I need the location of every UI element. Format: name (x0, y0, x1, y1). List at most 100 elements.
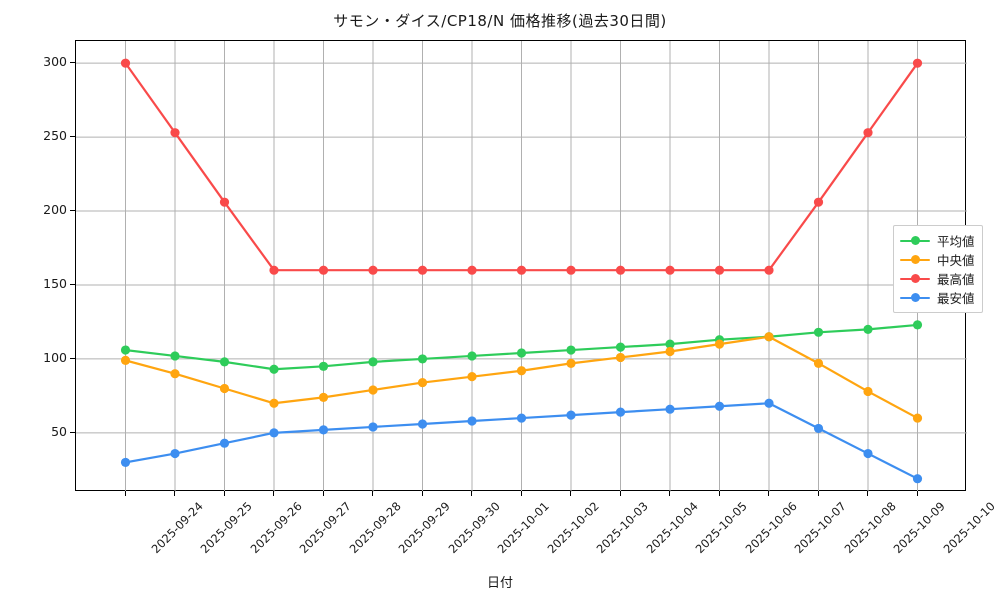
data-point-marker (813, 197, 824, 207)
data-point-marker (912, 320, 923, 330)
data-point-marker (269, 265, 279, 275)
legend-label: 最安値 (937, 291, 975, 306)
y-axis-tick-label: 150 (43, 275, 67, 291)
data-point-marker (764, 398, 774, 408)
x-axis-tick-mark (421, 491, 423, 496)
data-point-marker (863, 386, 873, 397)
data-point-marker (318, 425, 329, 435)
x-axis-tick-label: 2025-09-29 (395, 499, 453, 557)
x-axis-tick-label: 2025-09-28 (346, 499, 404, 557)
x-axis-tick-label: 2025-10-03 (593, 499, 651, 557)
x-axis-label: 日付 (486, 576, 513, 591)
x-axis-tick-label: 2025-10-05 (692, 499, 750, 557)
data-point-marker (863, 128, 873, 138)
data-point-marker (219, 383, 230, 394)
series-line-0 (124, 323, 919, 371)
data-point-marker (863, 448, 873, 459)
legend-swatch-icon (900, 254, 930, 266)
x-axis-tick-label: 2025-10-09 (890, 499, 948, 557)
data-point-marker (912, 413, 923, 423)
legend-item-3[interactable]: 最安値 (900, 288, 975, 307)
data-point-marker (219, 357, 230, 367)
y-axis-tick-mark (70, 357, 75, 359)
data-point-marker (170, 448, 180, 459)
data-point-marker (665, 346, 675, 357)
legend-item-0[interactable]: 平均値 (900, 231, 975, 250)
y-axis-tick-label: 250 (43, 128, 67, 144)
x-axis-tick-label: 2025-09-25 (197, 499, 255, 557)
y-axis-tick-label: 300 (43, 54, 67, 70)
data-point-marker (912, 474, 923, 484)
x-axis-tick-label: 2025-10-08 (841, 499, 899, 557)
data-point-marker (417, 354, 428, 364)
data-point-marker (566, 358, 576, 368)
data-point-marker (912, 58, 923, 68)
data-point-marker (566, 410, 576, 420)
x-axis-tick-mark (273, 491, 275, 496)
x-axis-tick-mark (669, 491, 671, 496)
data-point-marker (120, 58, 131, 68)
data-point-marker (615, 407, 626, 417)
legend-swatch-icon (900, 273, 930, 285)
x-axis-tick-label: 2025-10-01 (494, 499, 552, 557)
data-point-marker (714, 265, 725, 275)
x-axis-tick-mark (124, 491, 126, 496)
data-point-marker (467, 265, 477, 275)
data-series-layer (120, 58, 923, 484)
legend-item-2[interactable]: 最高値 (900, 269, 975, 288)
data-point-marker (368, 265, 378, 275)
data-point-marker (269, 428, 279, 438)
data-point-marker (615, 352, 626, 363)
data-point-marker (417, 377, 428, 388)
y-axis-tick-label: 50 (51, 423, 67, 439)
data-point-marker (417, 419, 428, 429)
data-point-marker (170, 369, 180, 379)
data-point-marker (467, 416, 477, 426)
x-axis-tick-mark (174, 491, 176, 496)
legend-swatch-icon (900, 235, 930, 247)
data-point-marker (615, 265, 626, 275)
data-point-marker (219, 438, 230, 448)
y-axis-tick-mark (70, 431, 75, 433)
plot-area (75, 40, 967, 492)
x-axis-tick-mark (520, 491, 522, 496)
data-point-marker (368, 385, 378, 395)
y-axis-tick-label: 200 (43, 202, 67, 218)
data-point-marker (665, 265, 675, 275)
data-point-marker (467, 351, 477, 361)
data-point-marker (516, 265, 527, 275)
x-axis-tick-label: 2025-09-27 (296, 499, 354, 557)
series-line-2 (124, 62, 919, 272)
data-point-marker (368, 357, 378, 367)
data-point-marker (318, 265, 329, 275)
data-point-marker (813, 423, 824, 434)
y-axis-tick-mark (70, 283, 75, 286)
chart-legend: 平均値 中央値最高値最安値 (893, 225, 983, 313)
data-point-marker (120, 355, 131, 365)
data-point-marker (417, 265, 428, 275)
legend-swatch-icon (900, 292, 930, 304)
data-point-marker (813, 327, 824, 337)
y-axis-tick-mark (70, 210, 75, 212)
data-point-marker (219, 197, 230, 207)
chart-title: サモン・ダイス/CP18/N 価格推移(過去30日間) (333, 12, 667, 30)
x-axis-tick-mark (570, 491, 572, 496)
x-axis-tick-mark (718, 491, 720, 496)
x-axis-tick-label: 2025-10-02 (544, 499, 602, 557)
data-point-marker (269, 364, 279, 374)
x-axis-tick-mark (916, 491, 918, 496)
x-axis-tick-label: 2025-10-10 (940, 499, 998, 557)
x-axis-tick-label: 2025-10-06 (742, 499, 800, 557)
data-point-marker (170, 128, 180, 138)
data-point-marker (813, 358, 824, 368)
data-point-marker (516, 366, 527, 376)
data-point-marker (764, 265, 774, 275)
legend-item-1[interactable]: 中央値 (900, 250, 975, 269)
data-point-marker (516, 413, 527, 423)
legend-label: 最高値 (937, 272, 975, 287)
x-axis-tick-label: 2025-09-26 (247, 499, 305, 557)
y-axis-tick-label: 100 (43, 349, 67, 365)
x-axis-tick-label: 2025-10-07 (791, 499, 849, 557)
data-point-marker (120, 345, 131, 355)
